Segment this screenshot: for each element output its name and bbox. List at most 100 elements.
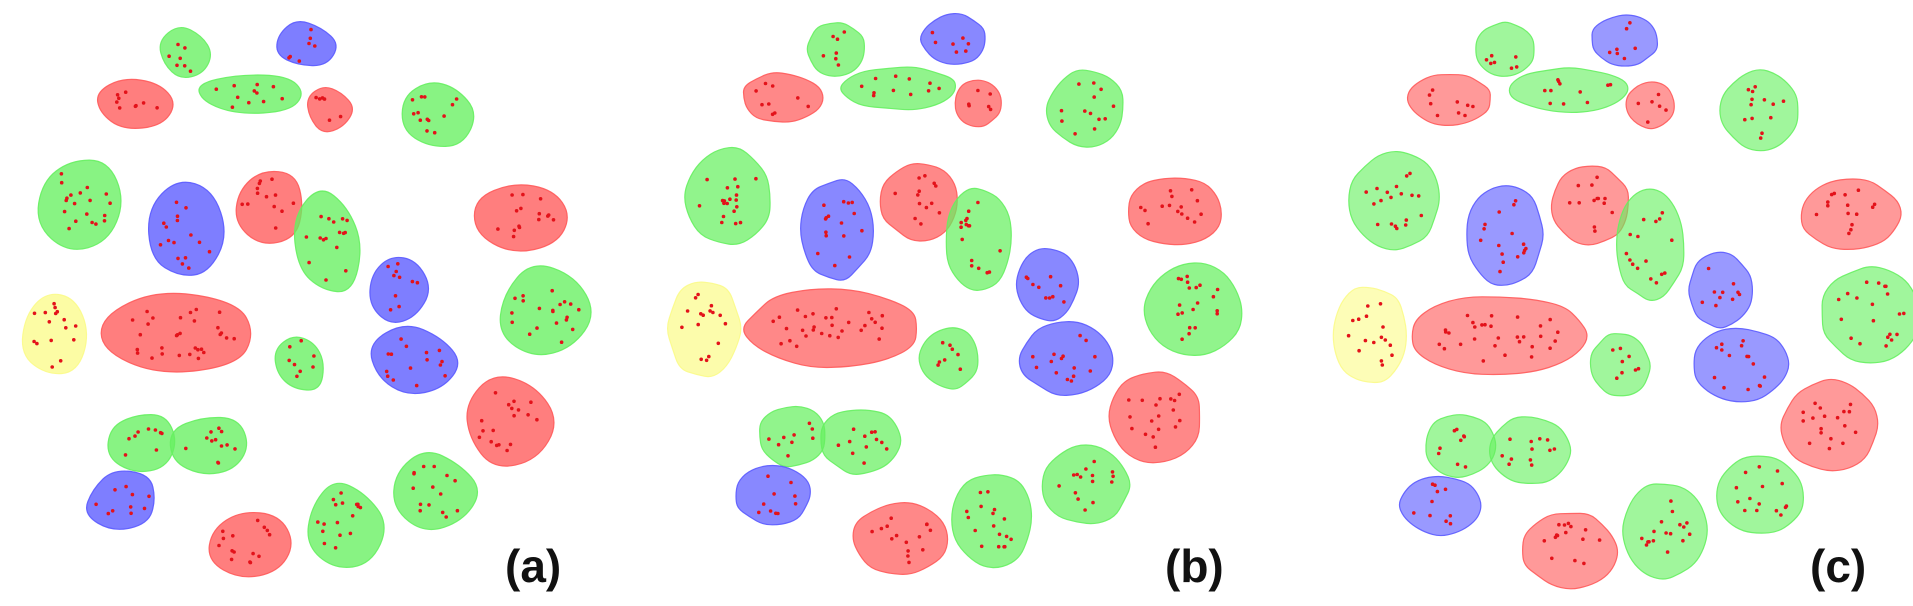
- panel-b-data-point: [913, 216, 917, 221]
- panel-b-data-point: [1099, 87, 1103, 92]
- panel-c-data-point: [1443, 330, 1448, 334]
- panel-c-data-point: [1556, 330, 1560, 335]
- panel-c-data-point: [1884, 344, 1888, 348]
- panel-a-data-point: [158, 430, 163, 435]
- panel-b-data-point: [1179, 277, 1184, 282]
- panel-c-data-point: [1583, 528, 1588, 532]
- panel-b-data-point: [704, 358, 709, 363]
- panel-c-data-point: [1872, 202, 1877, 207]
- panel-b-data-point: [894, 533, 899, 538]
- panel-c-data-point: [1455, 100, 1460, 104]
- panel-c-data-point: [1659, 272, 1664, 277]
- panel-b-cluster-3-green: [840, 66, 957, 111]
- panel-a-data-point: [123, 453, 128, 457]
- panel-c-data-point: [1399, 192, 1404, 196]
- panel-b-cluster-17-green: [820, 409, 902, 475]
- panel-a-data-point: [424, 350, 429, 355]
- panel-c-data-point: [1462, 434, 1466, 438]
- panel-a-data-point: [197, 240, 202, 245]
- panel-b-data-point: [937, 86, 941, 91]
- panel-b-data-point: [1062, 300, 1066, 304]
- panel-a-cluster-21-red: [208, 511, 292, 578]
- panel-b-data-point: [1069, 379, 1074, 383]
- panel-a-data-point: [265, 528, 270, 533]
- panel-b-data-point: [979, 504, 983, 509]
- panel-c-data-point: [1718, 295, 1722, 300]
- panel-b-data-point: [1065, 377, 1070, 382]
- panel-b-data-point: [904, 540, 909, 545]
- panel-c-data-point: [1636, 366, 1641, 371]
- panel-a-data-point: [521, 192, 525, 197]
- panel-c-data-point: [1509, 66, 1514, 70]
- panel-b-data-point: [1151, 435, 1155, 439]
- panel-a-data-point: [481, 429, 485, 433]
- panel-a-data-point: [32, 339, 36, 344]
- panel-c-data-point: [1720, 348, 1724, 352]
- panel-a-data-point: [62, 209, 67, 214]
- panel-b-data-point: [934, 184, 938, 188]
- panel-a-data-point: [217, 543, 221, 548]
- panel-c-data-point: [1492, 60, 1497, 65]
- panel-b-data-point: [1031, 282, 1035, 287]
- panel-a-data-point: [392, 273, 396, 278]
- panel-c-data-point: [1775, 469, 1780, 473]
- panel-b-data-point: [930, 30, 935, 35]
- panel-b-data-point: [1059, 108, 1064, 113]
- panel-b-data-point: [1058, 283, 1063, 288]
- panel-a-data-point: [508, 442, 513, 447]
- panel-b-data-point: [834, 307, 839, 311]
- panel-a-data-point: [453, 478, 457, 483]
- panel-c-data-point: [1615, 376, 1619, 381]
- panel-a-data-point: [341, 231, 346, 236]
- panel-a-data-point: [108, 201, 112, 205]
- panel-b-data-point: [1110, 470, 1115, 474]
- panel-c-data-point: [1465, 313, 1470, 318]
- panel-b-data-point: [696, 322, 700, 327]
- panel-b-data-point: [1078, 333, 1082, 338]
- panel-a-data-point: [184, 206, 188, 210]
- panel-b-data-point: [1160, 204, 1164, 208]
- panel-a-data-point: [425, 129, 429, 133]
- panel-b-data-point: [1177, 392, 1182, 397]
- panel-a-cluster-19-blue: [85, 470, 155, 530]
- panel-c-cluster-7-red: [1550, 165, 1630, 246]
- panel-b-data-point: [1075, 472, 1079, 477]
- panel-c-data-point: [1633, 368, 1638, 372]
- panel-b-cluster-12-red: [743, 288, 918, 369]
- panel-c-data-point: [1897, 312, 1902, 316]
- panel-c-data-point: [1819, 431, 1823, 435]
- panel-c-data-point: [1884, 284, 1888, 289]
- panel-c-data-point: [1730, 297, 1735, 302]
- panel-b-data-point: [732, 209, 736, 213]
- panel-b-data-point: [1076, 497, 1080, 501]
- panel-a-data-point: [418, 502, 423, 507]
- panel-a-data-point: [162, 221, 166, 225]
- panel-c-data-point: [1497, 210, 1501, 214]
- panel-a-data-point: [196, 347, 200, 352]
- panel-b-data-point: [1158, 396, 1162, 401]
- panel-c-data-point: [1664, 531, 1668, 535]
- panel-b-data-point: [1185, 280, 1190, 285]
- panel-c-data-point: [1366, 304, 1370, 308]
- panel-b-data-point: [1054, 371, 1059, 375]
- panel-a-data-point: [562, 300, 567, 304]
- panel-c-data-point: [1493, 344, 1497, 348]
- panel-b-data-point: [1176, 209, 1180, 214]
- panel-c-data-point: [1813, 401, 1817, 406]
- panel-b-data-point: [795, 308, 800, 312]
- panel-c-data-point: [1757, 502, 1761, 506]
- panel-a-data-point: [255, 82, 259, 87]
- panel-b-data-point: [1195, 198, 1200, 203]
- panel-b-data-point: [859, 328, 863, 333]
- panel-a-data-point: [145, 309, 149, 314]
- panel-a-data-point: [252, 89, 257, 93]
- panel-c-data-point: [1846, 211, 1850, 216]
- panel-b-data-point: [836, 335, 840, 340]
- panel-a-data-point: [335, 520, 340, 525]
- panel-a-data-point: [216, 325, 220, 330]
- panel-c-data-point: [1633, 46, 1637, 51]
- panel-a-data-point: [248, 560, 253, 565]
- panel-b-data-point: [760, 102, 764, 107]
- panel-c-data-point: [1628, 258, 1632, 262]
- panel-c-data-point: [1581, 537, 1585, 541]
